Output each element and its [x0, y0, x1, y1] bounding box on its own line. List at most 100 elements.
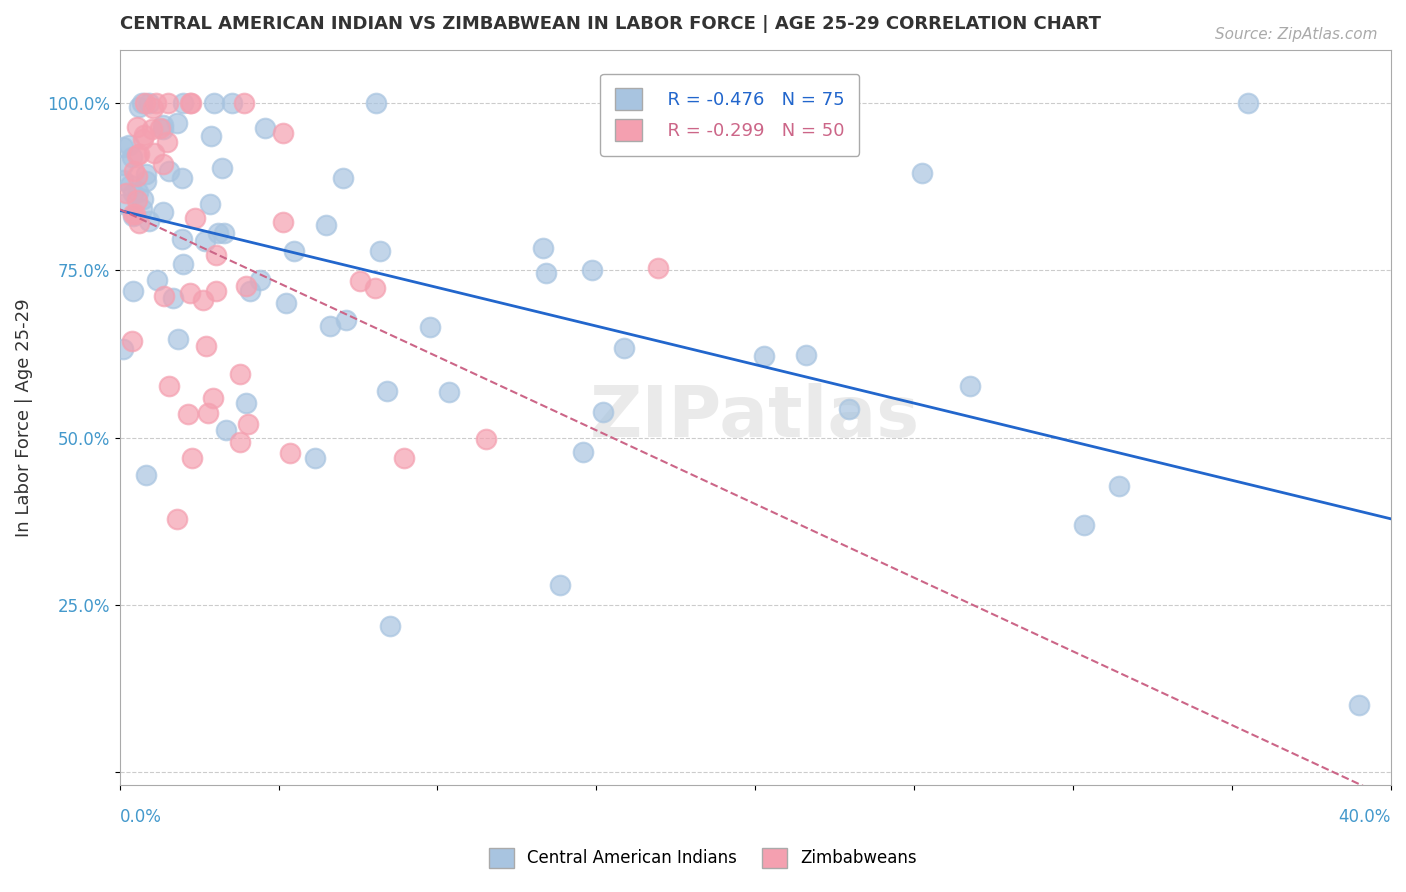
Point [235, 395, 257, 409]
Point [194, 234, 217, 248]
Point [111, 139, 134, 153]
Point [375, 384, 398, 398]
Point [121, 334, 143, 348]
Point [200, 129, 222, 144]
Point [1348, 698, 1371, 712]
Point [134, 128, 156, 143]
Point [392, 451, 415, 466]
Point [228, 368, 250, 382]
Point [121, 209, 143, 223]
Point [212, 227, 235, 241]
Text: 40.0%: 40.0% [1339, 808, 1391, 826]
Point [229, 435, 252, 450]
Point [184, 211, 207, 226]
Point [128, 100, 150, 114]
Point [283, 244, 305, 259]
Point [211, 161, 233, 175]
Point [135, 167, 157, 181]
Point [125, 148, 148, 162]
Point [146, 273, 169, 287]
Point [548, 578, 571, 592]
Point [201, 391, 224, 405]
Point [138, 96, 160, 111]
Point [380, 618, 402, 632]
Point [125, 193, 148, 207]
Point [959, 379, 981, 393]
Point [752, 349, 775, 363]
Point [349, 274, 371, 288]
Point [274, 296, 297, 310]
Text: 0.0%: 0.0% [120, 808, 162, 826]
Point [794, 348, 817, 362]
Point [141, 121, 163, 136]
Point [162, 292, 184, 306]
Point [366, 96, 388, 111]
Point [193, 293, 215, 307]
Point [198, 196, 221, 211]
Point [315, 218, 337, 232]
Point [131, 192, 153, 206]
Point [125, 169, 148, 184]
Point [124, 164, 146, 178]
Point [111, 343, 134, 357]
Point [195, 338, 218, 352]
Point [121, 186, 143, 200]
Point [138, 214, 160, 228]
Point [197, 406, 219, 420]
Point [1237, 96, 1260, 111]
Point [205, 248, 228, 262]
Point [318, 319, 340, 334]
Point [128, 217, 150, 231]
Point [131, 202, 153, 217]
Point [172, 96, 194, 111]
Point [838, 401, 860, 416]
Point [111, 172, 134, 186]
Point [531, 241, 554, 255]
Point [278, 446, 301, 460]
Point [177, 407, 200, 421]
Point [156, 136, 179, 150]
Point [475, 432, 498, 446]
Point [170, 170, 193, 185]
Point [592, 405, 614, 419]
Point [157, 164, 180, 178]
Point [647, 261, 669, 276]
Point [1108, 479, 1130, 493]
Point [149, 120, 172, 135]
Point [122, 284, 145, 298]
Point [911, 166, 934, 180]
Point [236, 417, 259, 431]
Point [131, 96, 153, 111]
Point [239, 284, 262, 298]
Point [124, 207, 146, 221]
Point [135, 174, 157, 188]
Point [205, 284, 228, 298]
Point [233, 96, 256, 111]
Point [335, 313, 357, 327]
Point [134, 96, 156, 111]
Point [419, 319, 441, 334]
Point [111, 196, 134, 211]
Point [613, 342, 636, 356]
Point [145, 96, 167, 111]
Point [180, 451, 202, 466]
Point [364, 281, 387, 295]
Point [332, 171, 354, 186]
Point [142, 101, 165, 115]
Point [132, 131, 155, 145]
Point [135, 468, 157, 483]
Point [152, 157, 174, 171]
Point [118, 178, 141, 192]
Point [273, 215, 295, 229]
Point [172, 258, 194, 272]
Point [121, 149, 143, 163]
Legend:   R = -0.476   N = 75,   R = -0.299   N = 50: R = -0.476 N = 75, R = -0.299 N = 50 [600, 73, 859, 155]
Point [572, 444, 595, 458]
Point [215, 423, 238, 437]
Point [235, 279, 257, 293]
Point [179, 96, 201, 111]
Point [254, 120, 277, 135]
Point [111, 158, 134, 172]
Text: CENTRAL AMERICAN INDIAN VS ZIMBABWEAN IN LABOR FORCE | AGE 25-29 CORRELATION CHA: CENTRAL AMERICAN INDIAN VS ZIMBABWEAN IN… [120, 15, 1101, 33]
Point [368, 244, 391, 258]
